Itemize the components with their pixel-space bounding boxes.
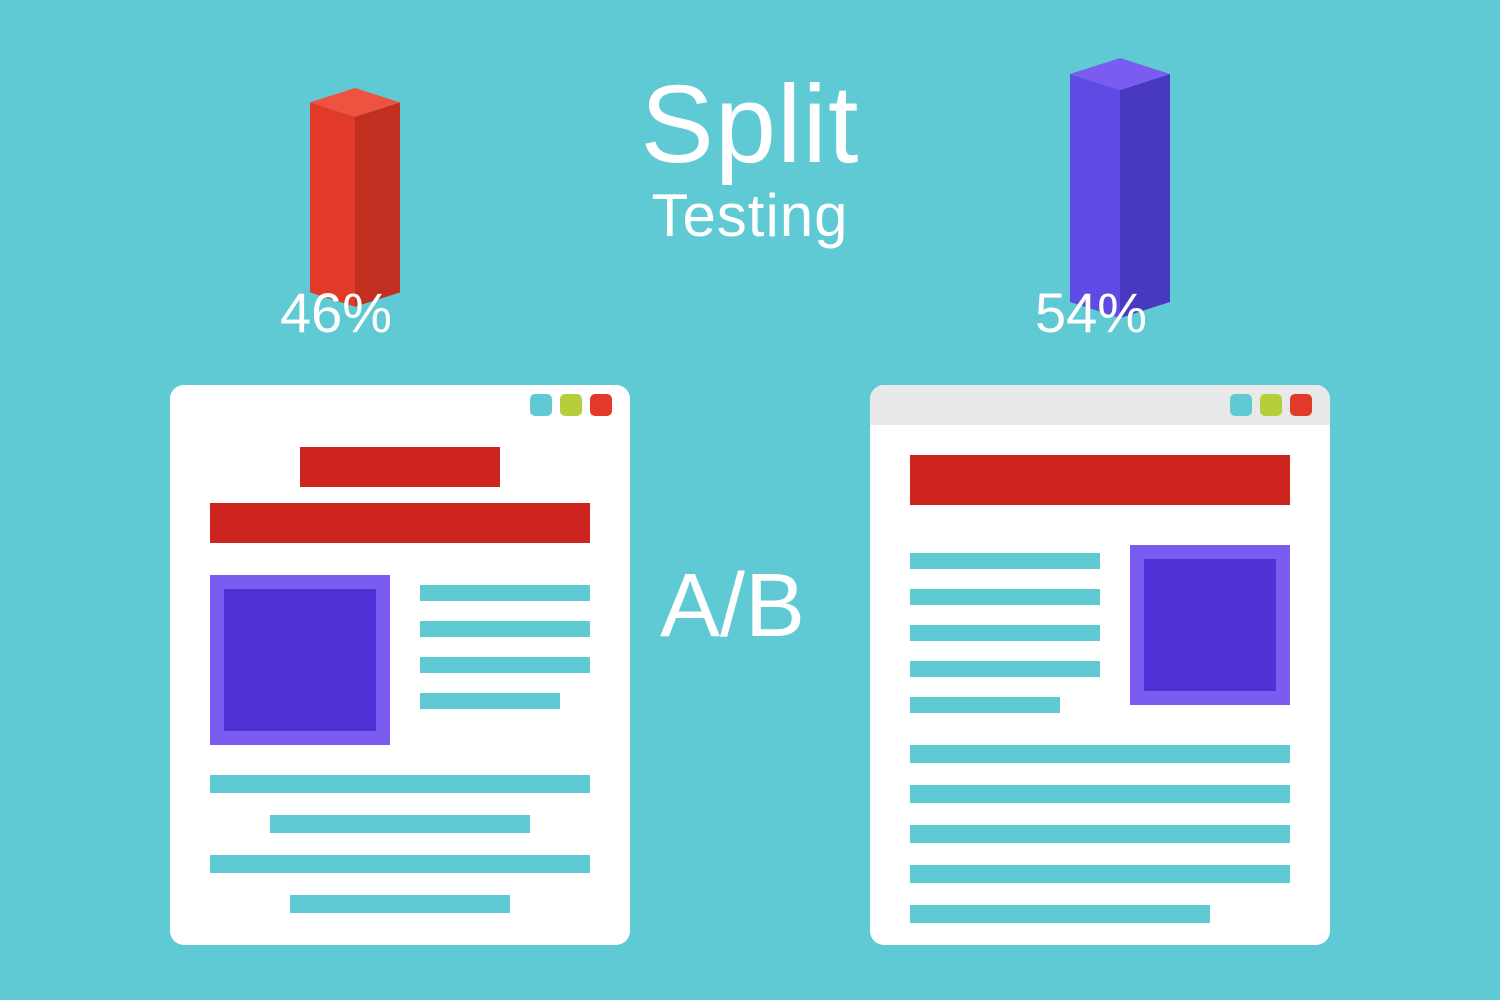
subheader-block — [210, 503, 590, 543]
window-dot-icon — [1230, 394, 1252, 416]
text-line — [420, 585, 590, 601]
percent-a: 46% — [280, 280, 392, 345]
title-line-2: Testing — [0, 186, 1500, 246]
infographic-canvas: Split Testing A/B 46% 54% — [0, 0, 1500, 1000]
text-line — [910, 905, 1210, 923]
text-line — [910, 697, 1060, 713]
text-line — [910, 825, 1290, 843]
window-dot-icon — [1260, 394, 1282, 416]
bar-a-icon — [310, 88, 400, 307]
header-block — [910, 455, 1290, 505]
page-mockup-a — [170, 385, 630, 945]
window-dot-icon — [530, 394, 552, 416]
window-dot-icon — [560, 394, 582, 416]
text-line — [210, 775, 590, 793]
text-line — [910, 785, 1290, 803]
text-line — [420, 621, 590, 637]
title-block: Split Testing — [0, 70, 1500, 246]
window-dot-icon — [1290, 394, 1312, 416]
ab-label: A/B — [660, 555, 805, 658]
text-line — [210, 855, 590, 873]
text-line — [910, 661, 1100, 677]
text-line — [910, 745, 1290, 763]
bar-b-icon — [1070, 58, 1170, 318]
text-line — [420, 693, 560, 709]
title-line-1: Split — [0, 70, 1500, 180]
image-placeholder-icon — [210, 575, 390, 745]
window-chrome-b — [870, 385, 1330, 425]
image-placeholder-icon — [1130, 545, 1290, 705]
page-mockup-b — [870, 385, 1330, 945]
text-line — [910, 553, 1100, 569]
page-body-b — [870, 425, 1330, 945]
percent-b: 54% — [1035, 280, 1147, 345]
window-chrome-a — [170, 385, 630, 425]
text-line — [270, 815, 530, 833]
header-block — [300, 447, 500, 487]
text-line — [910, 589, 1100, 605]
text-line — [290, 895, 510, 913]
text-line — [910, 865, 1290, 883]
text-line — [910, 625, 1100, 641]
page-body-a — [170, 425, 630, 945]
text-line — [420, 657, 590, 673]
window-dot-icon — [590, 394, 612, 416]
